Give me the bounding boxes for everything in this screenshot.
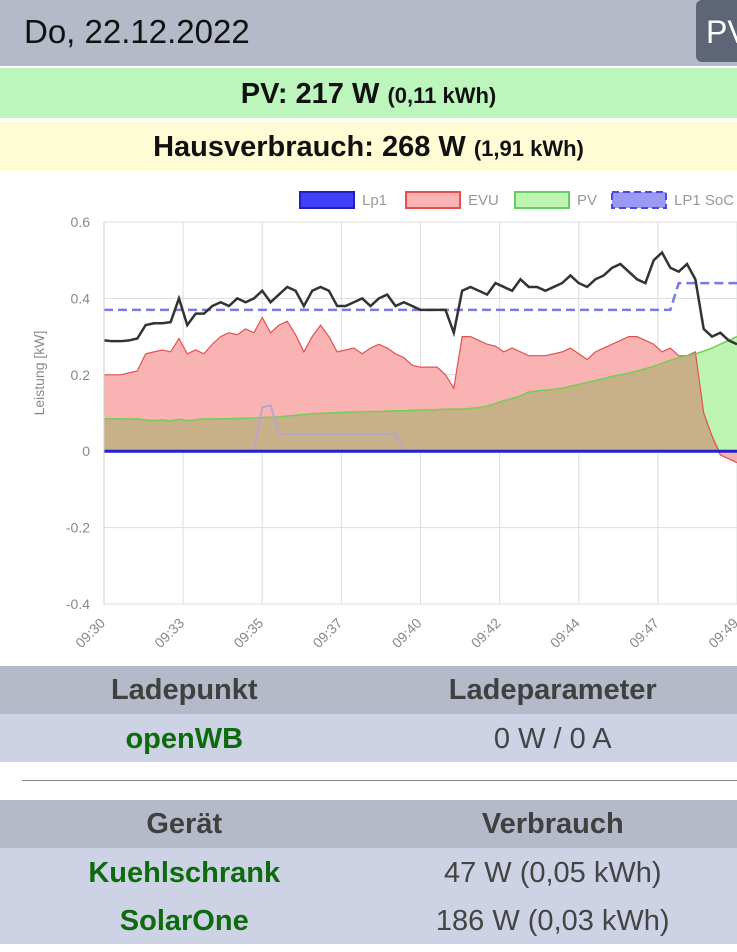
ladeparameter-header: Ladeparameter	[448, 674, 657, 706]
x-tick-label: 09:44	[547, 615, 583, 651]
date-label: Do, 22.12.2022	[24, 13, 250, 50]
x-tick-label: 09:35	[230, 615, 266, 651]
ladepunkt-header: Ladepunkt	[110, 674, 258, 706]
pv-summary: PV: 217 W (0,11 kWh)	[0, 68, 737, 118]
y-tick-label: -0.4	[66, 596, 90, 612]
ladeparameter-value: 0 W / 0 A	[493, 723, 612, 755]
x-tick-label: 09:40	[389, 615, 425, 651]
geraet-name[interactable]: SolarOne	[119, 905, 249, 937]
device-line	[252, 404, 405, 452]
legend-swatch	[611, 191, 667, 209]
geraet-header: Gerät	[146, 808, 223, 840]
y-tick-label: -0.2	[66, 520, 90, 536]
chart-svg: 0.6 0.4 0.2 0 -0.2 -0.4 09:30 09:33 09:35 09:37 09…	[31, 191, 737, 651]
overlap-area	[104, 353, 737, 452]
x-tick-label: 09:49	[705, 615, 737, 651]
house-summary: Hausverbrauch: 268 W (1,91 kWh)	[0, 121, 737, 171]
table-row[interactable]: SolarOne 186 W (0,03 kWh)	[0, 896, 737, 944]
x-tick-label: 09:30	[72, 615, 108, 651]
y-tick-label: 0.4	[71, 290, 91, 306]
y-axis-label: Leistung [kW]	[31, 331, 47, 416]
pv-energy: (0,11 kWh)	[387, 83, 497, 108]
pv-button[interactable]: PV	[696, 0, 737, 62]
ladepunkt-table: Ladepunkt Ladeparameter openWB 0 W / 0 A	[0, 666, 737, 762]
chart-lines	[103, 250, 737, 464]
verbrauch-header: Verbrauch	[481, 808, 624, 840]
y-tick-label: 0.2	[71, 367, 91, 383]
divider	[22, 780, 737, 781]
pv-power: 217 W	[295, 78, 380, 110]
pv-line	[104, 335, 737, 422]
house-line	[103, 250, 737, 346]
evu-line	[104, 316, 737, 464]
ladepunkt-header-row: Ladepunkt Ladeparameter	[0, 666, 737, 714]
y-tick-label: 0	[82, 443, 90, 459]
table-row[interactable]: openWB 0 W / 0 A	[0, 714, 737, 762]
house-label: Hausverbrauch:	[153, 131, 374, 163]
x-tick-label: 09:47	[626, 615, 662, 651]
verbrauch-value: 186 W (0,03 kWh)	[435, 905, 670, 937]
legend-label: Lp1	[362, 192, 387, 209]
house-power: 268 W	[381, 131, 466, 163]
legend-swatch	[405, 191, 461, 209]
x-tick-label: 09:42	[468, 615, 504, 651]
geraet-header-row: Gerät Verbrauch	[0, 800, 737, 848]
legend-label: EVU	[468, 192, 499, 209]
x-tick-label: 09:33	[151, 615, 187, 651]
x-tick-label: 09:37	[309, 615, 345, 651]
power-chart[interactable]: 0.6 0.4 0.2 0 -0.2 -0.4 09:30 09:33 09:35 09:37 09…	[0, 180, 737, 666]
house-energy: (1,91 kWh)	[473, 136, 584, 161]
chart-legend: Lp1 EVU PV LP1 SoC	[299, 191, 734, 209]
legend-swatch	[299, 191, 355, 209]
ladepunkt-name[interactable]: openWB	[125, 723, 244, 755]
legend-swatch	[514, 191, 570, 209]
geraet-name[interactable]: Kuehlschrank	[88, 857, 281, 889]
legend-label: LP1 SoC	[674, 192, 734, 209]
legend-label: PV	[577, 192, 597, 209]
pv-label: PV:	[240, 78, 288, 110]
chart-axes: 0.6 0.4 0.2 0 -0.2 -0.4 09:30 09:33 09:35 09:37 09…	[31, 214, 737, 651]
header-bar: Do, 22.12.2022 PV	[0, 0, 737, 66]
table-row[interactable]: Kuehlschrank 47 W (0,05 kWh)	[0, 848, 737, 896]
y-tick-label: 0.6	[71, 214, 91, 230]
geraet-table: Gerät Verbrauch Kuehlschrank 47 W (0,05 …	[0, 800, 737, 944]
verbrauch-value: 47 W (0,05 kWh)	[443, 857, 662, 889]
